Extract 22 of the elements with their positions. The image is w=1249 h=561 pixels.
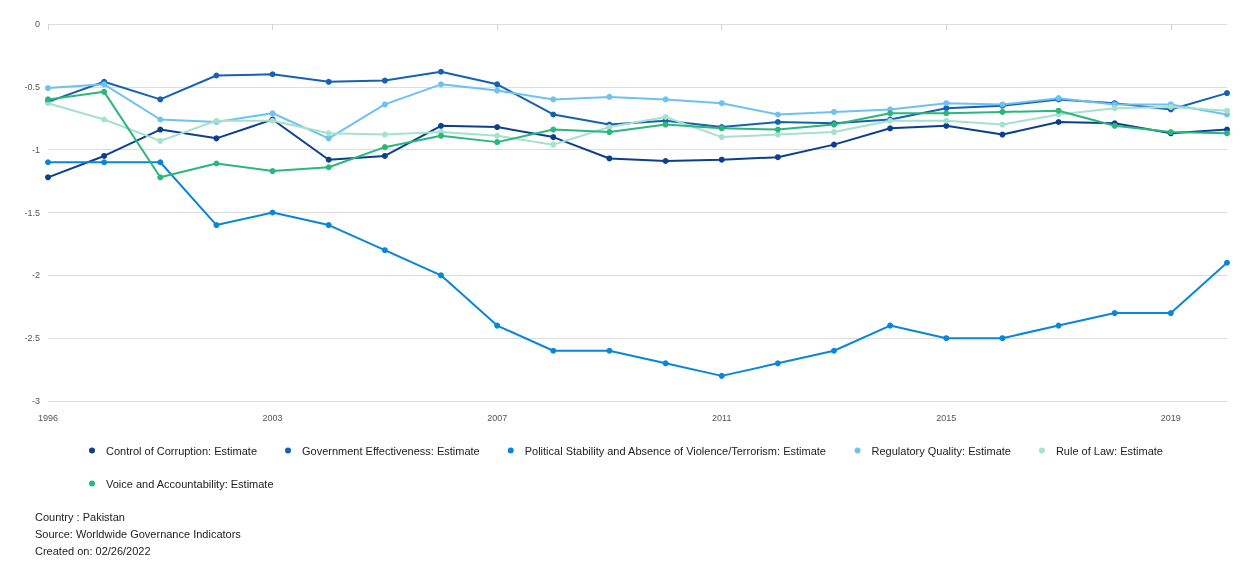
source-note: Source: Worldwide Governance Indicators [35, 527, 242, 540]
legend-label: Control of Corruption: Estimate [106, 444, 258, 457]
x-tick-label: 2015 [936, 412, 957, 423]
x-tick-label: 2003 [262, 412, 283, 423]
x-tick-label: 1996 [37, 412, 59, 423]
x-tick-label: 2019 [1160, 412, 1181, 423]
y-tick-label: -3 [31, 396, 40, 406]
legend-label: Regulatory Quality: Estimate [871, 444, 1011, 457]
legend-label: Rule of Law: Estimate [1055, 444, 1163, 457]
y-tick-label: -1.5 [24, 207, 40, 218]
y-tick-label: -2.5 [24, 333, 40, 344]
x-tick-label: 2007 [487, 412, 508, 423]
y-tick-label: -1 [31, 144, 40, 155]
y-tick-label: 0 [34, 19, 40, 29]
legend-label: Political Stability and Absence of Violence/Terrorism: Estimate [524, 444, 826, 457]
legend-label: Voice and Accountability: Estimate [106, 477, 274, 490]
y-tick-label: -0.5 [24, 81, 40, 92]
x-tick-label: 2011 [712, 412, 732, 423]
text: Created on: 02/26/2022 [35, 544, 151, 557]
y-tick-label: -2 [31, 270, 40, 281]
legend-label: Government Effectiveness: Estimate [302, 444, 480, 457]
text: Country : Pakistan [35, 510, 125, 523]
